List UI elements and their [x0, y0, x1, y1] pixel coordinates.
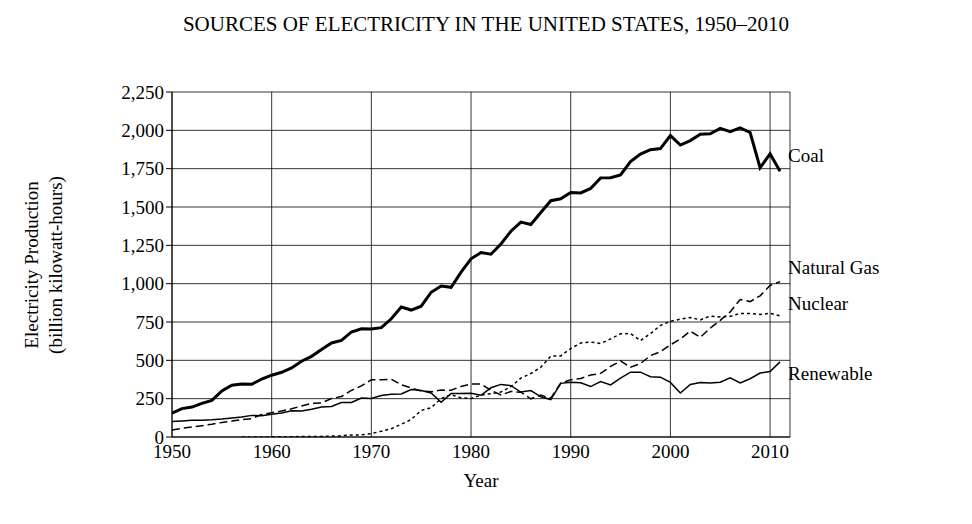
svg-text:Coal: Coal: [788, 145, 824, 166]
svg-text:750: 750: [136, 312, 165, 333]
svg-text:Year: Year: [463, 470, 499, 491]
svg-text:Renewable: Renewable: [788, 363, 872, 384]
svg-text:1980: 1980: [452, 441, 490, 462]
svg-text:2,250: 2,250: [121, 82, 164, 103]
svg-text:1960: 1960: [253, 441, 291, 462]
svg-text:2,000: 2,000: [121, 120, 164, 141]
svg-text:1,500: 1,500: [121, 197, 164, 218]
svg-text:1,750: 1,750: [121, 158, 164, 179]
svg-text:500: 500: [136, 350, 165, 371]
svg-text:Nuclear: Nuclear: [788, 293, 849, 314]
svg-text:250: 250: [136, 388, 165, 409]
svg-text:(billion kilowatt-hours): (billion kilowatt-hours): [45, 176, 67, 354]
svg-text:0: 0: [155, 427, 165, 448]
svg-text:1970: 1970: [352, 441, 390, 462]
svg-text:1,250: 1,250: [121, 235, 164, 256]
svg-text:2000: 2000: [651, 441, 689, 462]
svg-text:1,000: 1,000: [121, 273, 164, 294]
svg-text:Natural Gas: Natural Gas: [788, 257, 879, 278]
html-text:SOURCES OF ELECTRICITY IN THE: SOURCES OF ELECTRICITY IN THE UNITED STA…: [182, 12, 790, 36]
svg-text:Electricity Production: Electricity Production: [21, 181, 42, 349]
svg-text:2010: 2010: [751, 441, 789, 462]
svg-text:1990: 1990: [552, 441, 590, 462]
svg-text:1950: 1950: [153, 441, 191, 463]
